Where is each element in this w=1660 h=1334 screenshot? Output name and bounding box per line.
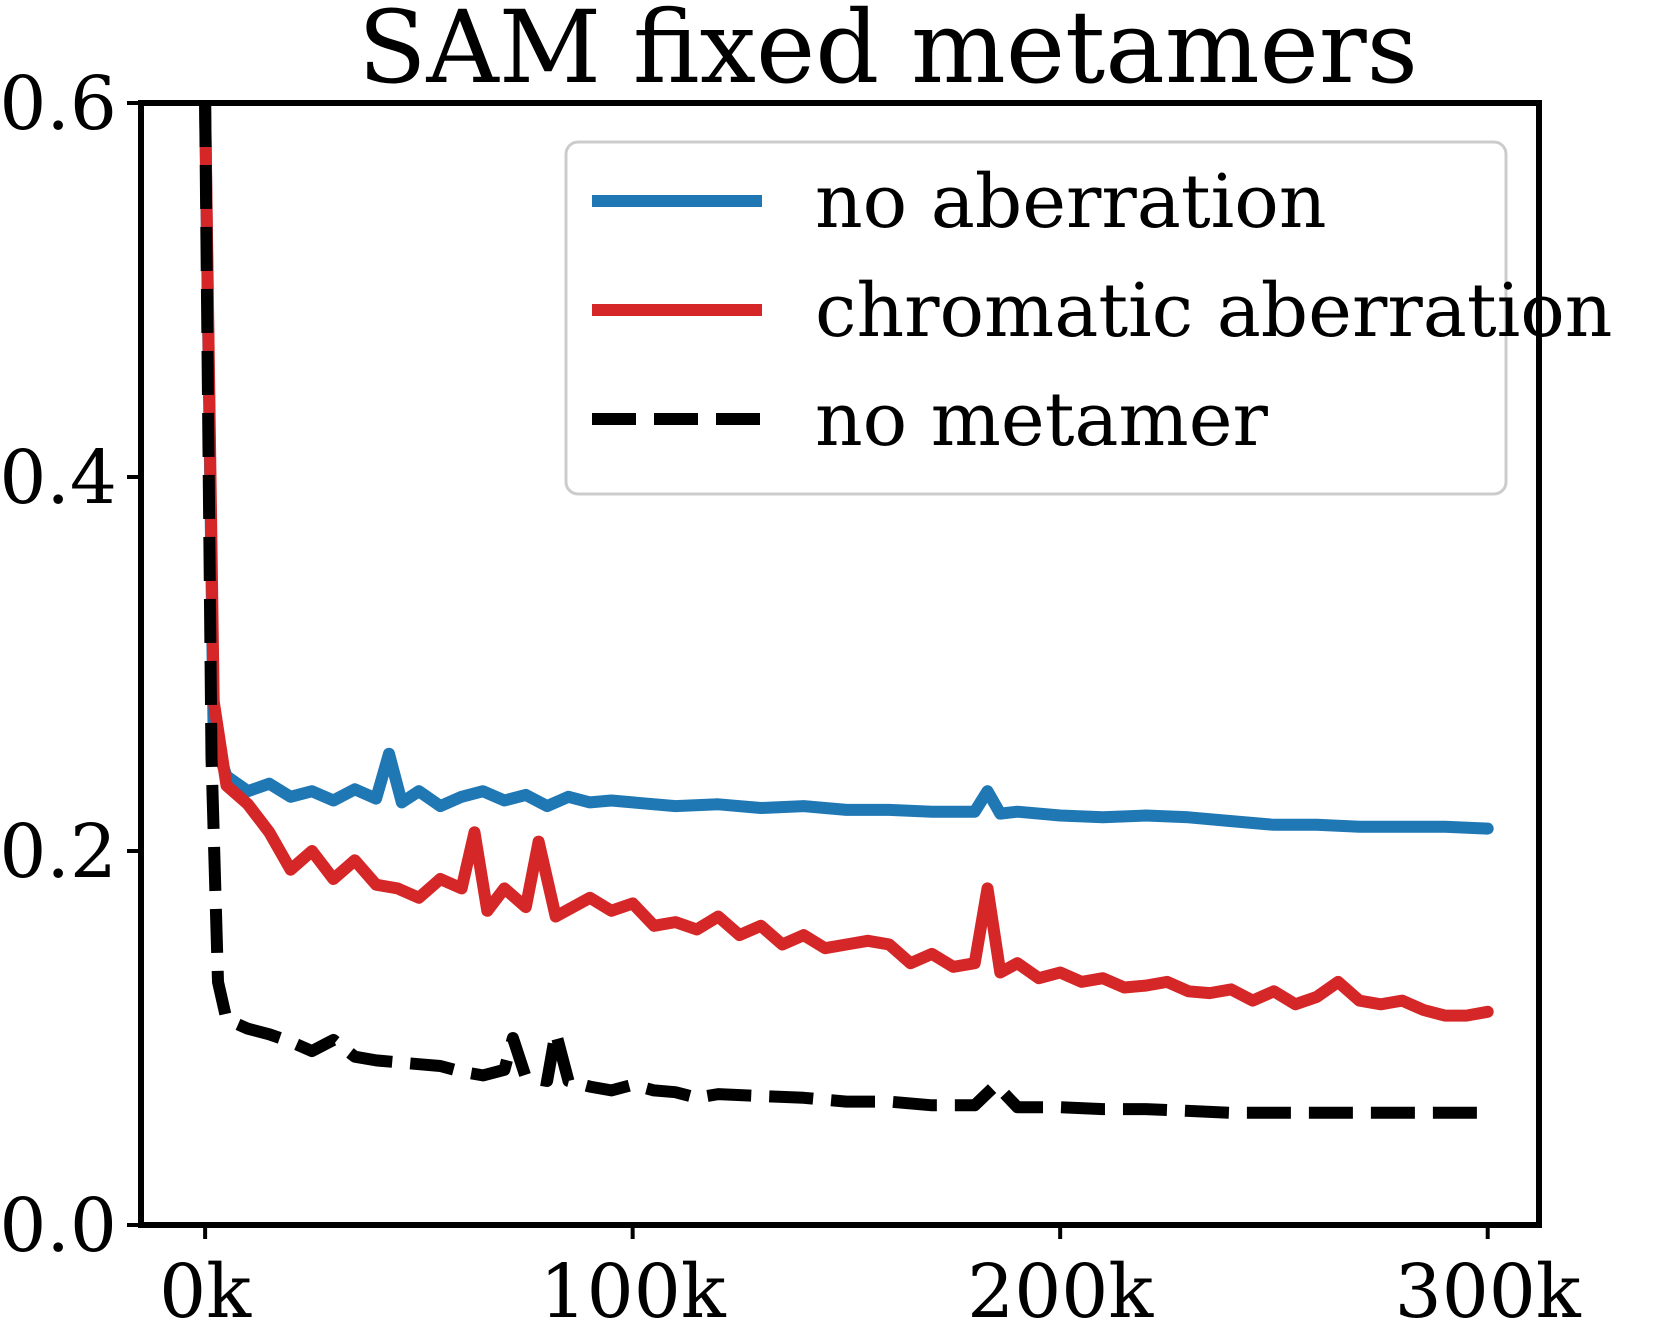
legend-label: no aberration (815, 159, 1327, 245)
y-tick-label: 0.6 (0, 61, 117, 147)
series-line-chromatic-aberration (199, 103, 1494, 1022)
axes-layer: 0.0 0.2 0.4 0.6 0k 100k 200k 300k (0, 61, 1582, 1334)
x-tick-label: 100k (540, 1249, 727, 1334)
legend: no aberration chromatic aberration no meta… (564, 140, 1612, 496)
series-layer (199, 103, 1494, 1119)
x-tick-label: 0k (159, 1249, 252, 1334)
legend-box (564, 140, 1508, 496)
y-tick-label: 0.4 (0, 435, 117, 521)
x-tick-label: 200k (967, 1249, 1154, 1334)
plot-frame (138, 100, 1542, 1228)
legend-label: no metamer (815, 377, 1269, 463)
y-tick-label: 0.0 (0, 1183, 117, 1269)
series-line-no-metamer (199, 103, 1488, 1119)
series-line-no-aberration (199, 103, 1494, 835)
chart-title: SAM fixed metamers (358, 0, 1418, 106)
y-tick-label: 0.2 (0, 809, 117, 895)
x-tick-label: 300k (1395, 1249, 1582, 1334)
legend-label: chromatic aberration (815, 268, 1612, 354)
